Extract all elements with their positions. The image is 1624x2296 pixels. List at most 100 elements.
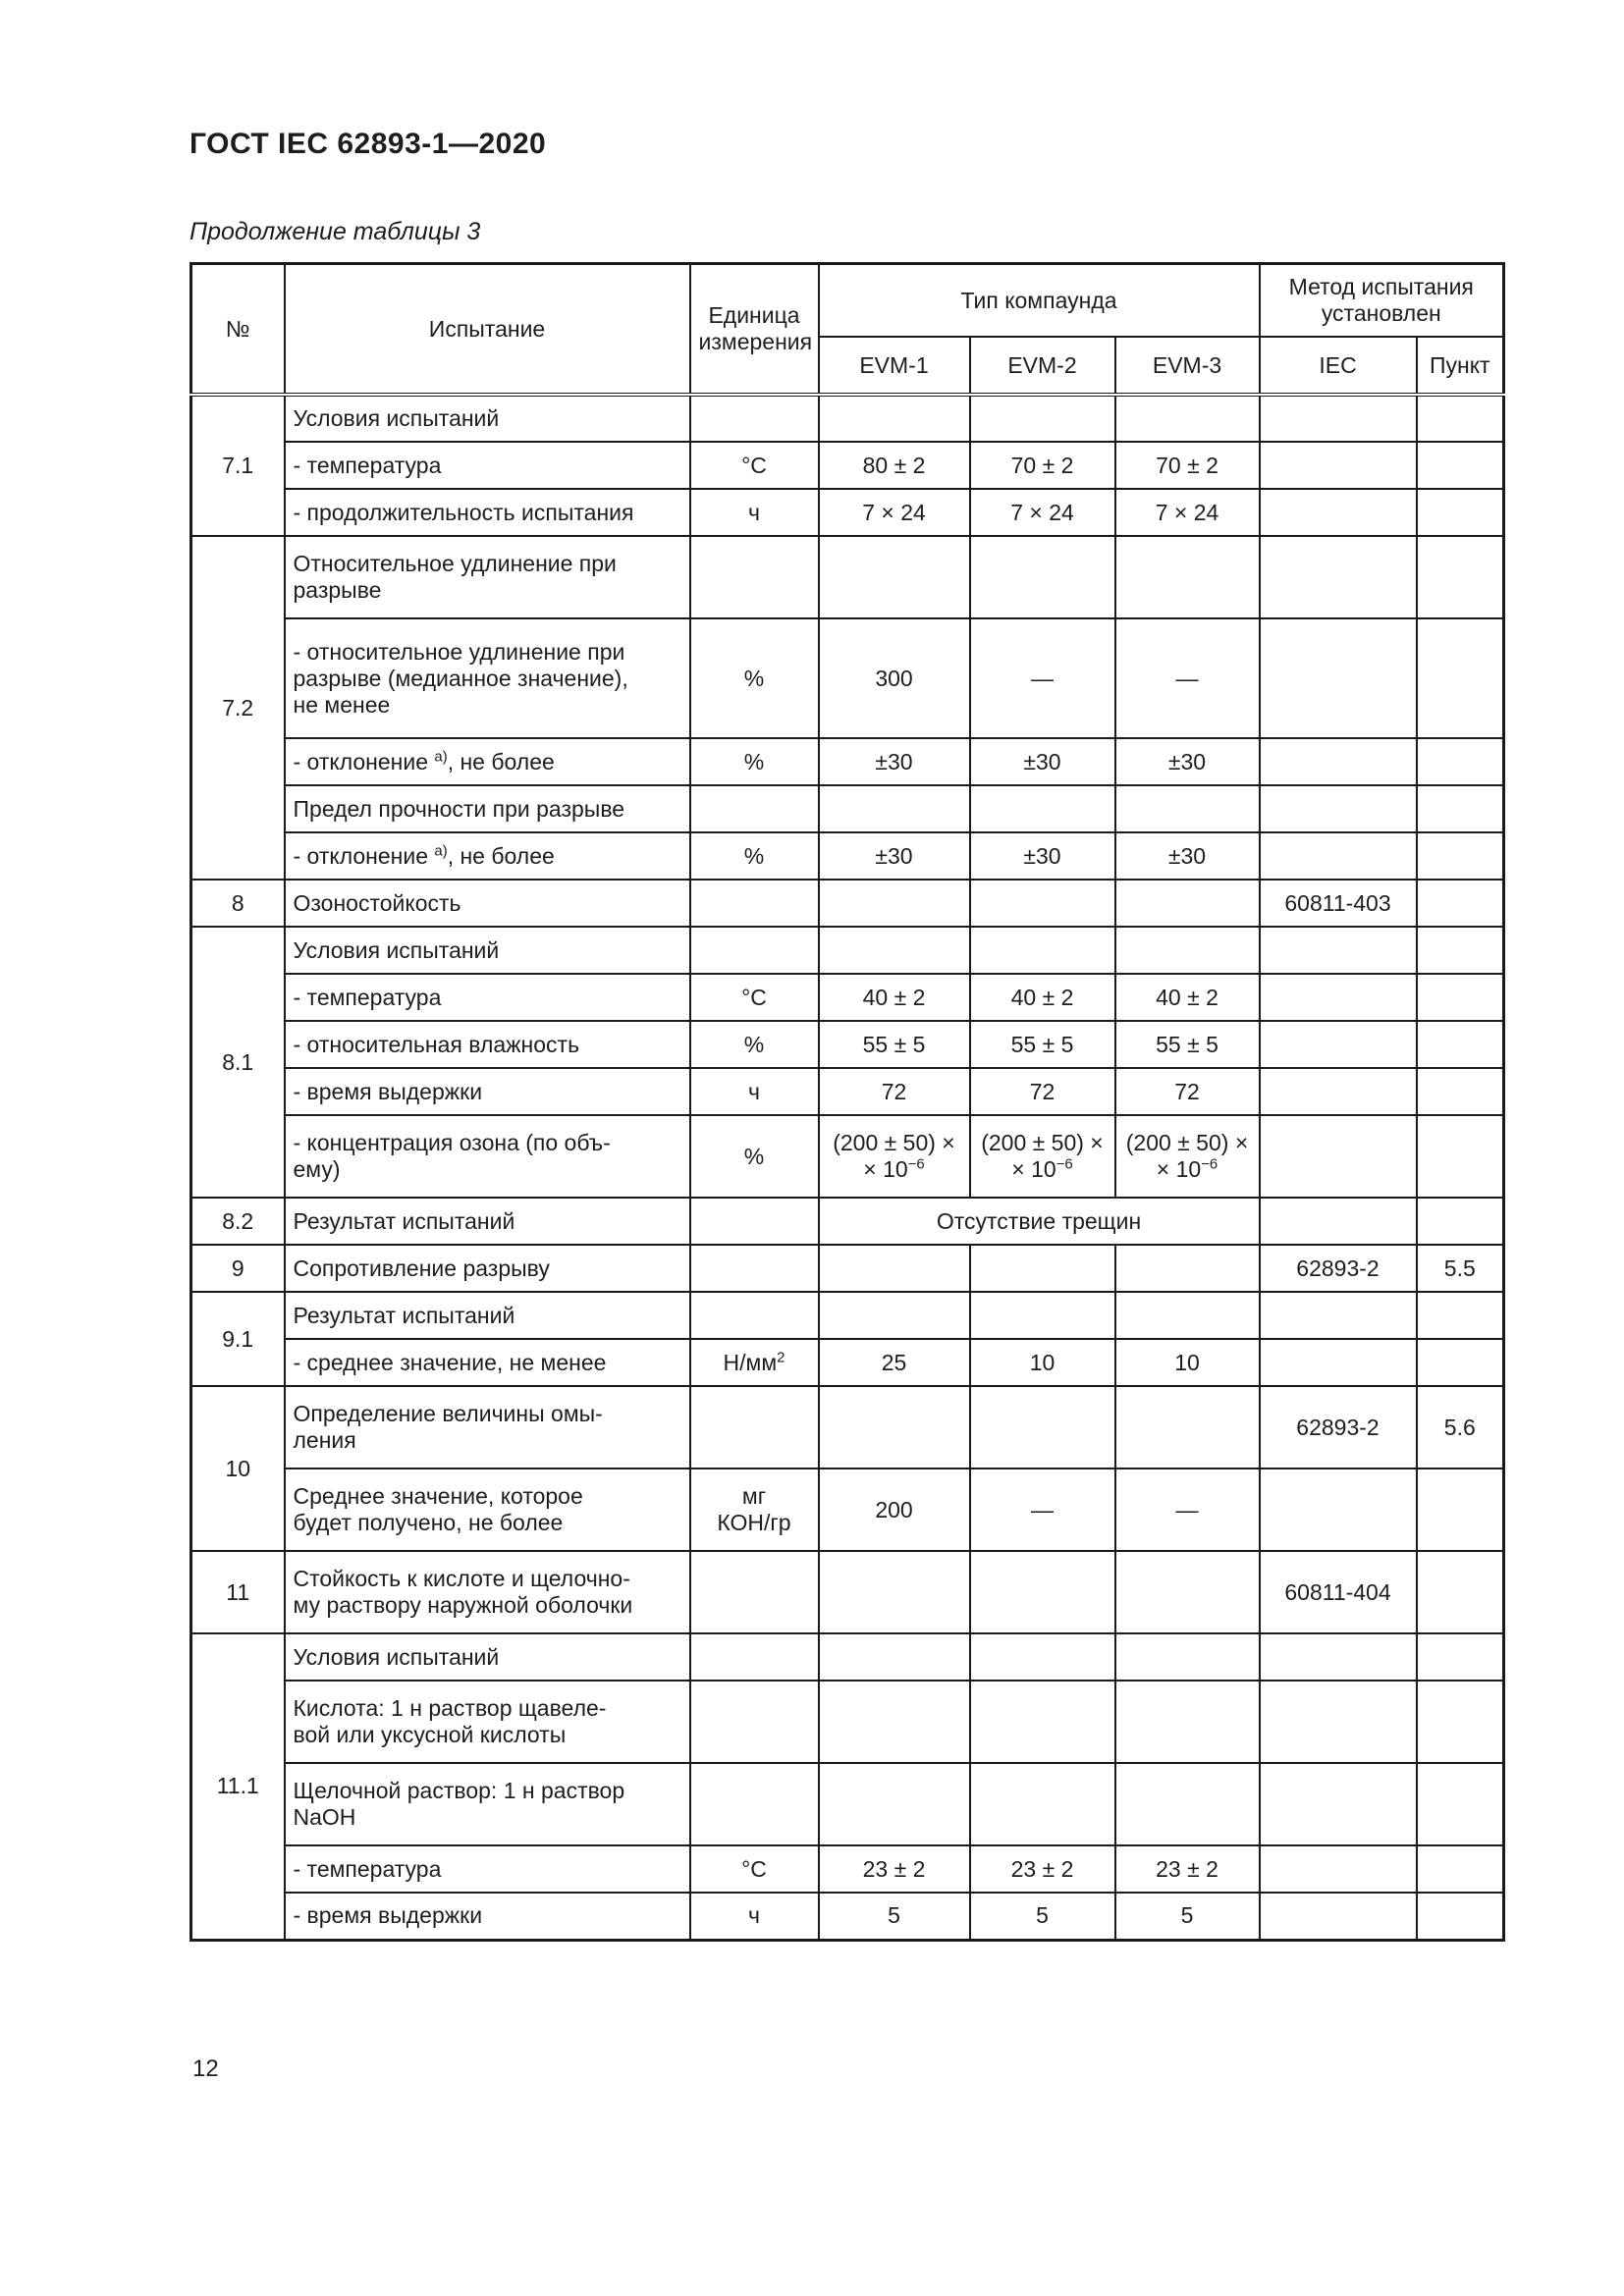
table-caption: Продолжение таблицы 3: [189, 218, 481, 245]
exponent: −6: [1056, 1155, 1073, 1173]
table-row: - относительная влажность % 55 ± 5 55 ± …: [191, 1020, 1505, 1069]
cell-iec: [1258, 1844, 1418, 1894]
cell-evm2: 7 × 24: [968, 488, 1116, 537]
cell-iec: [1258, 973, 1418, 1022]
cell-evm1: 80 ± 2: [817, 441, 971, 490]
cell-evm3: 10: [1113, 1338, 1261, 1387]
cell-evm1: 40 ± 2: [817, 973, 971, 1022]
cell-text: Н/мм: [723, 1349, 778, 1375]
cell-evm1: [817, 1385, 971, 1469]
cell-evm2: [968, 879, 1116, 928]
cell-evm3: (200 ± 50) × × 10−6: [1113, 1114, 1261, 1199]
cell-text: × 10: [1011, 1156, 1056, 1182]
cell-evm3: [1113, 1244, 1261, 1293]
cell-text: - отклонение: [293, 842, 435, 869]
cell-test: - концентрация озона (по объ- ему): [283, 1114, 691, 1199]
cell-text: × 10: [1156, 1156, 1202, 1182]
cell-unit: ч: [688, 1892, 820, 1941]
cell-evm1: 200: [817, 1468, 971, 1552]
cell-clause: 5.5: [1415, 1244, 1505, 1293]
cell-evm3: —: [1113, 617, 1261, 739]
cell-evm2: [968, 1550, 1116, 1634]
cell-test: Определение величины омы- ления: [283, 1385, 691, 1469]
cell-clause: [1415, 441, 1505, 490]
cell-test: Среднее значение, которое будет получено…: [283, 1468, 691, 1552]
cell-unit: °С: [688, 1844, 820, 1894]
cell-evm3: [1113, 535, 1261, 619]
cell-num: 11: [189, 1550, 286, 1634]
cell-evm1: 7 × 24: [817, 488, 971, 537]
cell-evm1: (200 ± 50) × × 10−6: [817, 1114, 971, 1199]
cell-evm3: [1113, 1680, 1261, 1764]
cell-evm2: [968, 784, 1116, 833]
cell-evm3: —: [1113, 1468, 1261, 1552]
footnote-marker: а): [434, 841, 448, 859]
cell-unit: ч: [688, 488, 820, 537]
cell-evm3: [1113, 1762, 1261, 1846]
table-row: - время выдержки ч 72 72 72: [191, 1067, 1505, 1116]
table-row: - отклонение а), не более % ±30 ±30 ±30: [191, 737, 1505, 786]
cell-test: - относительное удлинение при разрыве (м…: [283, 617, 691, 739]
cell-clause: 5.6: [1415, 1385, 1505, 1469]
cell-iec: 60811-403: [1258, 879, 1418, 928]
cell-iec: [1258, 831, 1418, 881]
cell-evm1: [817, 879, 971, 928]
cell-evm3: 55 ± 5: [1113, 1020, 1261, 1069]
cell-iec: [1258, 737, 1418, 786]
cell-evm3: [1113, 1632, 1261, 1682]
cell-test: Кислота: 1 н раствор щавеле- вой или укс…: [283, 1680, 691, 1764]
cell-num: 11.1: [189, 1632, 286, 1941]
cell-test: Озоностойкость: [283, 879, 691, 928]
cell-unit: %: [688, 737, 820, 786]
cell-iec: [1258, 617, 1418, 739]
cell-test: Результат испытаний: [283, 1197, 691, 1246]
cell-iec: [1258, 1197, 1418, 1246]
table-row: 7.1 Условия испытаний: [189, 394, 1505, 537]
table-row: - температура °С 23 ± 2 23 ± 2 23 ± 2: [191, 1844, 1505, 1894]
cell-iec: [1258, 1067, 1418, 1116]
cell-iec: [1258, 394, 1418, 443]
cell-evm1: 25: [817, 1338, 971, 1387]
cell-evm2: [968, 1680, 1116, 1764]
table-row: - среднее значение, не менее Н/мм2 25 10…: [191, 1338, 1505, 1387]
cell-num: 7.1: [189, 394, 286, 537]
cell-evm2: ±30: [968, 737, 1116, 786]
cell-unit: %: [688, 831, 820, 881]
cell-unit: [688, 1244, 820, 1293]
cell-clause: [1415, 784, 1505, 833]
cell-test: Сопротивление разрыву: [283, 1244, 691, 1293]
cell-evm3: [1113, 1550, 1261, 1634]
cell-evm3: 40 ± 2: [1113, 973, 1261, 1022]
cell-evm3: [1113, 926, 1261, 975]
header-compound-group: Тип компаунда: [817, 262, 1261, 338]
cell-iec: 62893-2: [1258, 1385, 1418, 1469]
cell-evm2: 40 ± 2: [968, 973, 1116, 1022]
cell-iec: [1258, 1762, 1418, 1846]
cell-unit: °С: [688, 441, 820, 490]
page-content: ГОСТ IEC 62893-1—2020 Продолжение таблиц…: [189, 128, 1506, 1942]
cell-clause: [1415, 926, 1505, 975]
cell-num: 9.1: [189, 1291, 286, 1387]
cell-clause: [1415, 1291, 1505, 1340]
cell-test: Предел прочности при разрыве: [283, 784, 691, 833]
table-row: 8.1 Условия испытаний: [189, 926, 1505, 1199]
page-number: 12: [192, 2056, 219, 2082]
cell-evm1: [817, 1244, 971, 1293]
cell-iec: [1258, 926, 1418, 975]
cell-unit: %: [688, 617, 820, 739]
cell-evm2: [968, 1244, 1116, 1293]
table-row: 11.1 Условия испытаний: [189, 1632, 1505, 1941]
cell-unit: %: [688, 1114, 820, 1199]
cell-evm1: [817, 1762, 971, 1846]
cell-evm2: 23 ± 2: [968, 1844, 1116, 1894]
footnote-marker: а): [434, 747, 448, 765]
table-row: - время выдержки ч 5 5 5: [191, 1892, 1505, 1941]
cell-clause: [1415, 1762, 1505, 1846]
table-row: Кислота: 1 н раствор щавеле- вой или укс…: [191, 1680, 1505, 1764]
cell-evm3: [1113, 1385, 1261, 1469]
cell-clause: [1415, 1844, 1505, 1894]
cell-iec: [1258, 784, 1418, 833]
cell-evm1: [817, 926, 971, 975]
cell-unit: [688, 1632, 820, 1682]
specification-table: № Испытание Единица измерения Тип компау…: [189, 262, 1506, 1942]
